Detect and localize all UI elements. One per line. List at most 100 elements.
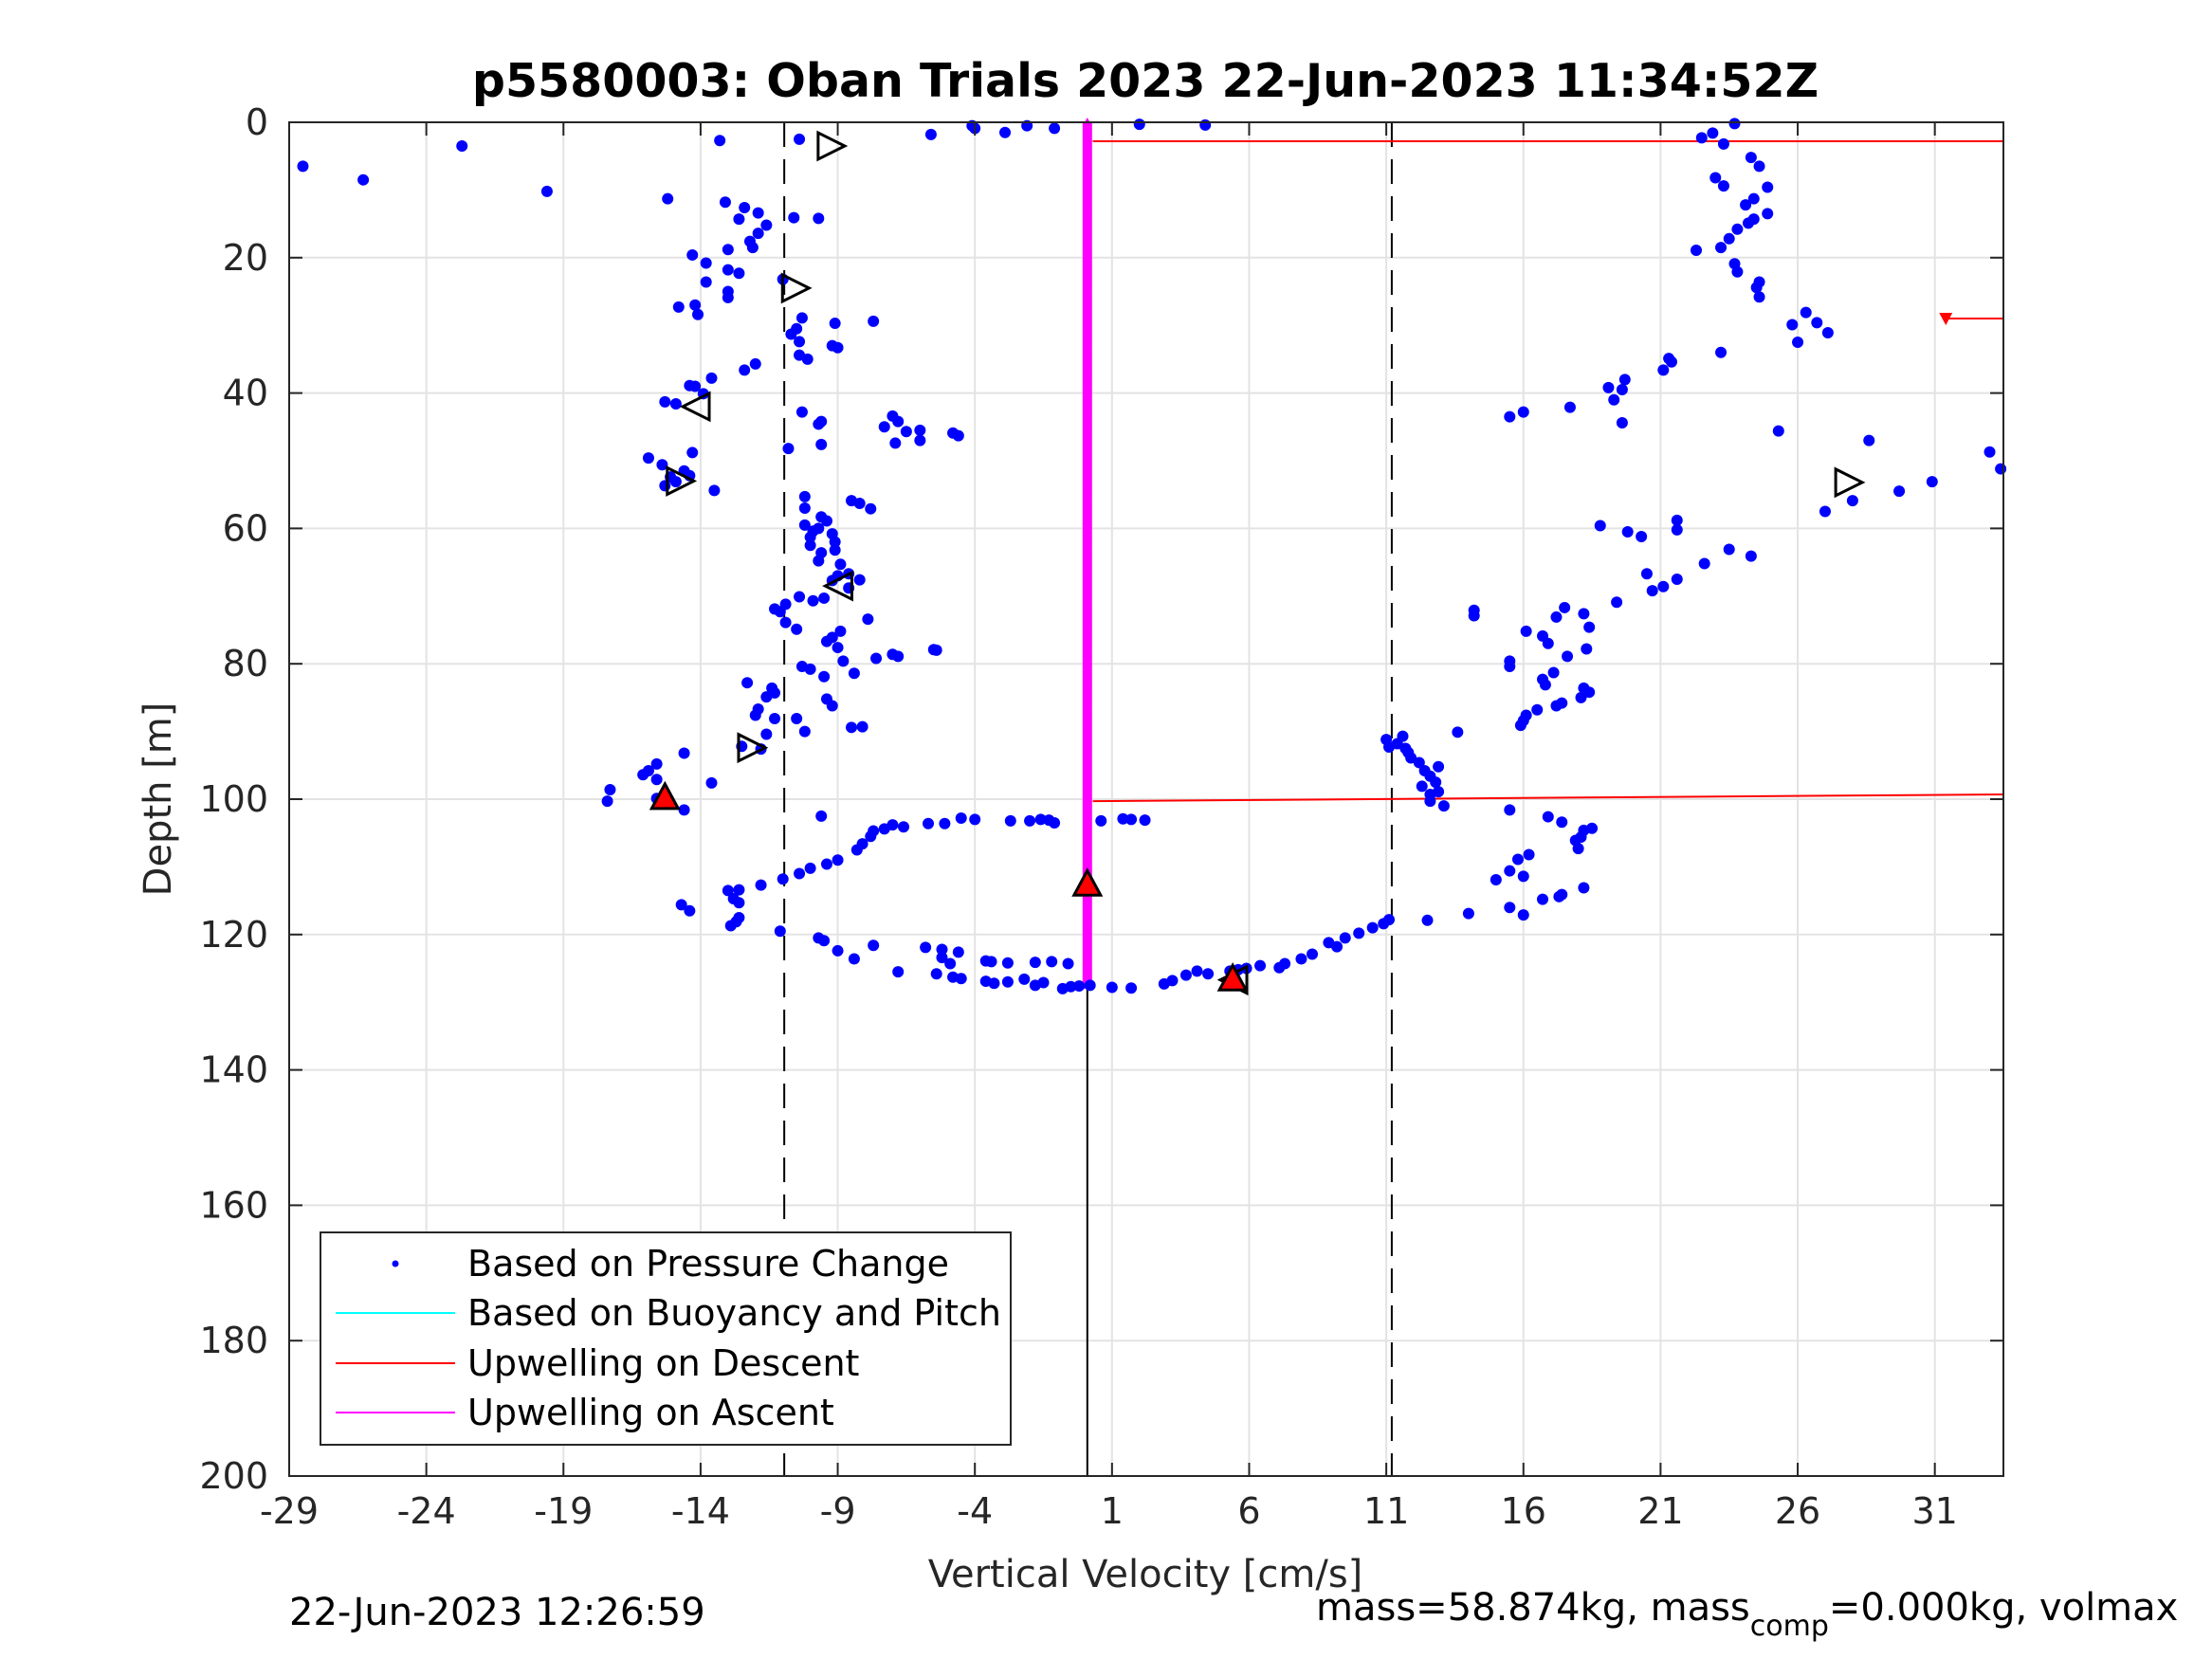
data-point [785,328,797,340]
data-point [1065,980,1077,993]
data-point [1728,258,1741,270]
upwelling-ascent-marker [1082,221,1092,230]
data-point [900,426,912,438]
upwelling-ascent-marker [1082,335,1092,344]
data-point [798,519,811,531]
data-point [1462,907,1474,920]
data-point [722,244,734,256]
upwelling-descent-series [1092,139,2004,803]
data-point [1581,643,1593,655]
data-point [798,501,811,514]
upwelling-ascent-marker [1082,714,1092,723]
upwelling-ascent-marker [1082,562,1092,572]
upwelling-ascent-marker [1082,790,1092,799]
data-point [1307,948,1319,960]
data-point [1029,957,1041,969]
upwelling-ascent-marker [1082,695,1092,704]
data-point [774,606,786,618]
data-point [795,312,808,324]
data-point [708,484,721,497]
data-point [1537,629,1549,642]
x-tick-label: 6 [1237,1490,1260,1532]
data-point [733,213,745,226]
upwelling-ascent-marker [1082,344,1092,354]
y-tick-label: 140 [199,1049,268,1091]
upwelling-ascent-marker [1082,742,1092,752]
y-tick-label: 0 [246,101,268,143]
upwelling-ascent-marker [1082,647,1092,657]
data-point [1001,957,1014,969]
data-point [659,395,671,408]
upwelling-ascent-marker [1082,903,1092,913]
direction-triangle-marker [737,732,769,764]
upwelling-ascent-marker [1082,913,1092,922]
data-point [1062,957,1074,970]
upwelling-ascent-marker [1082,534,1092,543]
upwelling-ascent-marker [1082,401,1092,410]
data-point [1537,893,1549,905]
upwelling-ascent-marker [1082,524,1092,534]
upwelling-ascent-marker [1082,316,1092,325]
data-point [923,817,935,830]
data-point [1520,625,1532,637]
data-point [714,135,726,147]
data-point [868,939,880,952]
legend-box [320,1231,1012,1446]
upwelling-ascent-marker [1082,145,1092,155]
data-point [1640,568,1653,580]
data-point [1542,811,1554,823]
data-point [1995,463,2007,475]
data-point [1753,291,1765,303]
data-point [892,650,905,663]
data-point [1004,814,1016,827]
data-point [1709,172,1722,184]
data-point [892,966,905,978]
data-point [914,424,926,436]
data-point [1819,505,1831,518]
data-point [1556,697,1568,709]
upwelling-ascent-marker [1082,591,1092,600]
data-point [678,747,690,759]
data-point [1665,356,1677,368]
direction-triangle-marker [780,272,813,304]
legend: Based on Pressure Change Based on Buoyan… [320,1231,1012,1446]
data-point [1608,393,1620,406]
data-point [1421,914,1434,926]
data-point [604,784,616,796]
data-point [1616,417,1628,429]
data-point [818,935,831,947]
data-point [733,267,745,280]
data-point [1399,742,1412,755]
data-point [862,613,874,626]
data-point [1084,979,1096,992]
data-point [760,691,773,703]
upwelling-ascent-marker [1082,572,1092,581]
data-point [1800,306,1812,319]
upwelling-ascent-marker [1082,429,1092,439]
data-point [930,644,942,656]
data-point [1745,550,1757,562]
data-point [853,574,866,586]
data-point [820,858,832,870]
data-point [1731,223,1744,235]
x-tick-label: 16 [1501,1490,1546,1532]
data-point [1024,814,1036,827]
upwelling-ascent-marker [1082,467,1092,477]
data-point [684,904,696,917]
data-point [1846,495,1858,507]
data-point [1717,180,1729,192]
upwelling-ascent-marker [1082,704,1092,714]
upwelling-ascent-marker [1082,818,1092,828]
data-point [1418,765,1431,777]
data-point [1517,870,1529,883]
data-point [985,956,997,968]
event-triangle-marker [1216,962,1249,992]
data-point [892,415,905,428]
data-point [1762,208,1774,220]
data-point [1786,319,1799,331]
data-point [1166,975,1179,987]
data-point [1520,709,1532,721]
data-point [760,728,773,740]
data-point [955,811,967,824]
